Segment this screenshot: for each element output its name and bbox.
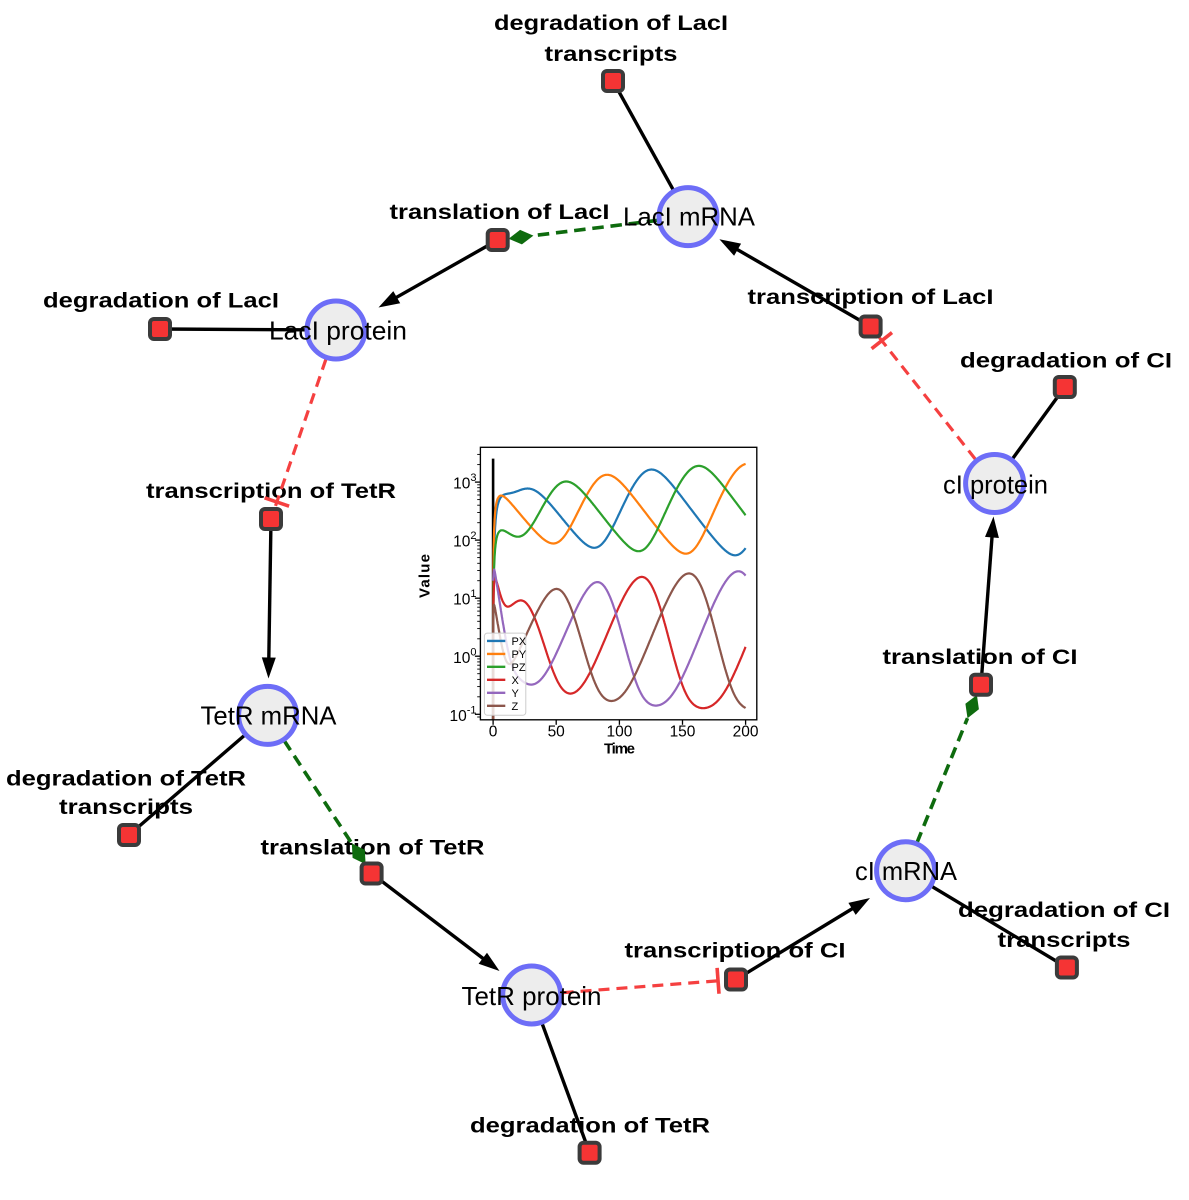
svg-text:102: 102 [453, 530, 476, 551]
svg-text:X: X [512, 675, 520, 687]
svg-text:100: 100 [606, 724, 632, 741]
svg-text:Time: Time [604, 741, 635, 758]
svg-text:PX: PX [512, 636, 527, 648]
svg-text:Value: Value [417, 554, 434, 598]
svg-text:50: 50 [548, 724, 566, 741]
svg-text:100: 100 [453, 646, 476, 667]
svg-text:LacI mRNA: LacI mRNA [623, 201, 756, 231]
svg-text:translation of TetR: translation of TetR [261, 837, 485, 860]
svg-text:degradation of TetR: degradation of TetR [6, 768, 246, 791]
svg-text:TetR mRNA: TetR mRNA [201, 700, 338, 730]
svg-text:translation of CI: translation of CI [883, 646, 1078, 669]
svg-text:degradation of TetR: degradation of TetR [470, 1115, 710, 1138]
svg-text:Z: Z [512, 701, 519, 713]
svg-text:LacI protein: LacI protein [269, 315, 407, 345]
svg-text:cI mRNA: cI mRNA [855, 856, 958, 886]
svg-text:200: 200 [733, 724, 759, 741]
svg-text:10-1: 10-1 [449, 704, 476, 725]
svg-text:PY: PY [512, 649, 527, 661]
svg-text:degradation of CI: degradation of CI [960, 350, 1172, 373]
svg-text:TetR protein: TetR protein [462, 981, 602, 1011]
svg-text:degradation of LacI: degradation of LacI [43, 290, 279, 313]
svg-text:101: 101 [453, 588, 476, 609]
svg-text:transcripts: transcripts [59, 796, 193, 819]
svg-text:degradation of CI: degradation of CI [958, 899, 1170, 922]
svg-text:Y: Y [512, 688, 520, 700]
svg-text:150: 150 [670, 724, 696, 741]
svg-text:degradation of LacI: degradation of LacI [494, 12, 728, 35]
svg-text:transcription of CI: transcription of CI [625, 940, 846, 963]
svg-text:cI protein: cI protein [943, 469, 1048, 499]
svg-text:transcripts: transcripts [998, 929, 1131, 952]
svg-text:translation of LacI: translation of LacI [390, 201, 610, 224]
svg-text:PZ: PZ [512, 662, 526, 674]
svg-text:transcripts: transcripts [545, 43, 678, 66]
svg-text:transcription of TetR: transcription of TetR [146, 480, 396, 503]
svg-text:0: 0 [489, 724, 498, 741]
svg-text:transcription of LacI: transcription of LacI [748, 286, 994, 309]
svg-text:103: 103 [453, 472, 476, 493]
